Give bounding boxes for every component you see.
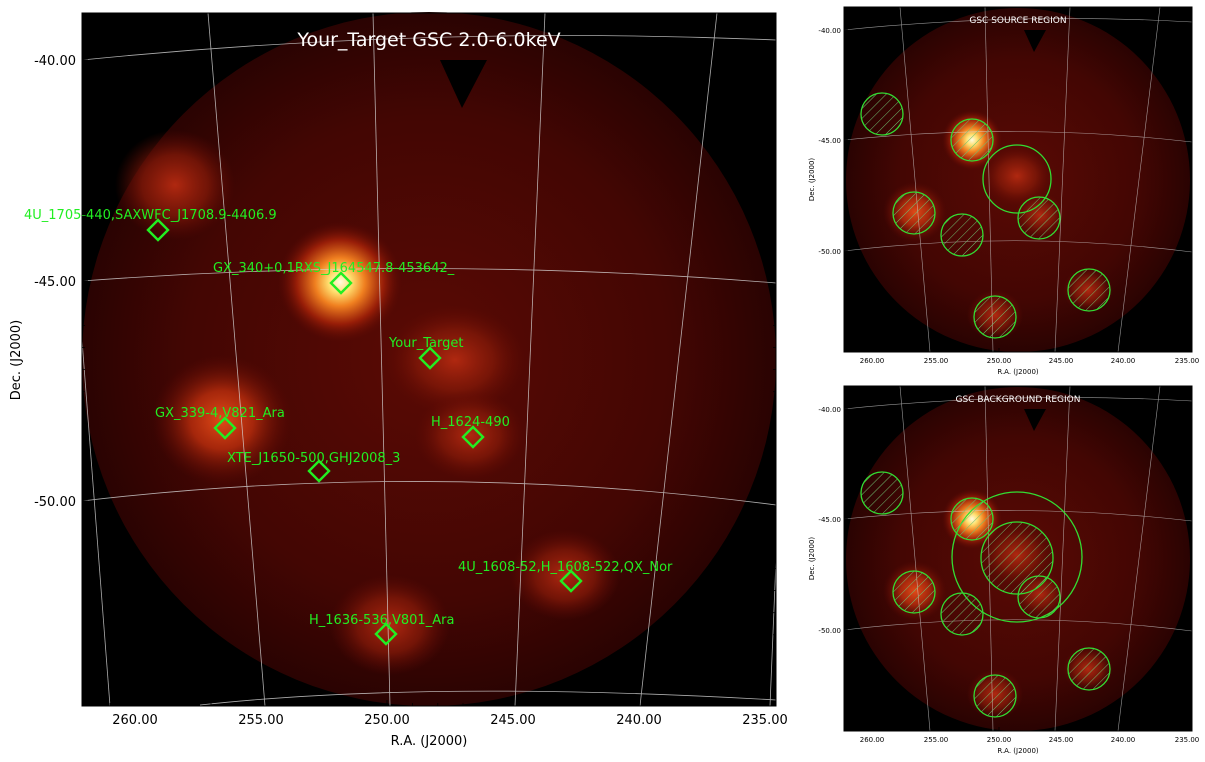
source-regions [860,92,1111,339]
background-axes: 260.00 255.00 250.00 245.00 240.00 235.00 -40.… [808,406,1199,755]
small-xtick-label: 240.00 [1111,736,1136,744]
small-ytick-label: -50.00 [818,248,841,256]
main-axes: 260.00 255.00 250.00 245.00 240.00 235.00 -40.… [9,15,788,749]
small-ytick-label: -45.00 [818,137,841,145]
main-xlabel: R.A. (J2000) [391,734,468,749]
excluded-source-region [1067,647,1111,691]
main-xtick-label: 235.00 [742,713,788,728]
source-marker [146,218,170,242]
small-xtick-label: 250.00 [987,357,1012,365]
small-xtick-label: 260.00 [860,736,885,744]
source-sky-image [846,8,1190,352]
excluded-source-region [950,118,994,162]
source-marker [374,622,398,646]
main-xtick-label: 245.00 [490,713,536,728]
excluded-source-region [892,570,936,614]
background-regions [860,471,1111,718]
small-xtick-label: 260.00 [860,357,885,365]
source-region-panel: GSC SOURCE REGION 260.00 255.00 250.00 245.… [808,6,1199,376]
small-xtick-label: 245.00 [1049,357,1074,365]
source-label: GX_340+0,1RXS_J164547.8-453642_ [213,261,455,276]
small-xlabel: R.A. (J2000) [997,747,1039,755]
source-marker [307,459,331,483]
main-xtick-label: 260.00 [112,713,158,728]
small-xtick-label: 240.00 [1111,357,1136,365]
source-marker [461,425,485,449]
small-xtick-label: 250.00 [987,736,1012,744]
main-ytick-label: -50.00 [34,495,76,510]
excluded-source-region [973,674,1017,718]
main-grid [81,12,777,707]
small-xtick-label: 255.00 [924,357,949,365]
main-source-markers: 4U_1705-440,SAXWFC_J1708.9-4406.9 GX_340+… [24,208,673,646]
small-ytick-label: -40.00 [818,406,841,414]
background-annulus-outer [951,491,1083,623]
excluded-source-region [860,92,904,136]
main-xtick-label: 255.00 [238,713,284,728]
source-marker [213,416,237,440]
small-xtick-label: 255.00 [924,736,949,744]
excluded-source-region [973,295,1017,339]
small-xlabel: R.A. (J2000) [997,368,1039,376]
main-ytick-label: -40.00 [34,54,76,69]
source-label: Your_Target [388,336,463,351]
small-xtick-label: 245.00 [1049,736,1074,744]
small-xtick-label: 235.00 [1175,736,1200,744]
main-panel: Your_Target GSC 2.0-6.0keV 4U_1705-440,S… [9,12,788,749]
main-xtick-label: 250.00 [364,713,410,728]
source-axes: 260.00 255.00 250.00 245.00 240.00 235.00 -40.… [808,27,1199,376]
main-title: Your_Target GSC 2.0-6.0keV [296,29,560,51]
source-marker [559,569,583,593]
excluded-source-region [940,213,984,257]
source-marker [418,346,442,370]
small-ylabel: Dec. (J2000) [808,158,816,202]
source-label: XTE_J1650-500,GHJ2008_3 [227,451,400,466]
source-panel-title: GSC SOURCE REGION [969,16,1066,26]
source-marker [329,271,353,295]
source-label: 4U_1608-52,H_1608-522,QX_Nor [458,560,673,575]
excluded-source-region [940,592,984,636]
excluded-source-region [860,471,904,515]
excluded-source-region [950,497,994,541]
main-xtick-label: 240.00 [616,713,662,728]
background-annulus-inner [980,521,1054,595]
background-panel-title: GSC BACKGROUND REGION [956,395,1081,405]
source-grid [843,6,1193,353]
small-ytick-label: -50.00 [818,627,841,635]
main-sky-image [82,12,776,706]
small-ytick-label: -45.00 [818,516,841,524]
background-frame [843,385,1193,732]
excluded-source-region [1017,196,1061,240]
excluded-source-region [1067,268,1111,312]
background-region-panel: GSC BACKGROUND REGION 260.00 255.00 250.00… [808,385,1199,755]
source-label: H_1624-490 [431,415,510,430]
main-ylabel: Dec. (J2000) [9,320,24,400]
small-xtick-label: 235.00 [1175,357,1200,365]
main-ytick-label: -45.00 [34,275,76,290]
source-label: 4U_1705-440,SAXWFC_J1708.9-4406.9 [24,208,277,223]
small-ylabel: Dec. (J2000) [808,537,816,581]
small-ytick-label: -40.00 [818,27,841,35]
source-frame [843,6,1193,353]
source-label: H_1636-536,V801_Ara [309,613,454,628]
excluded-source-region [892,191,936,235]
main-frame [81,12,777,707]
source-region-circle [982,144,1052,214]
source-label: GX_339-4,V821_Ara [155,406,285,421]
